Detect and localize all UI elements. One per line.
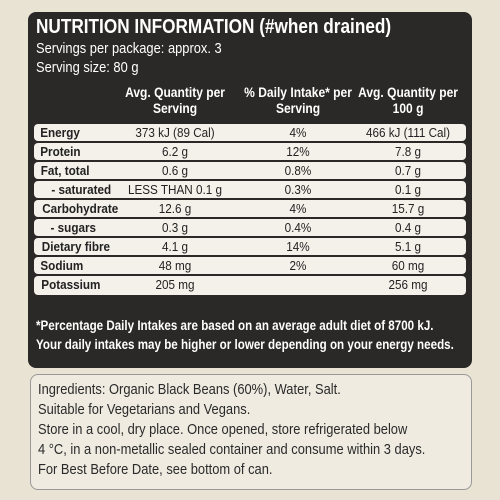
cell-value: 4% [289, 125, 307, 140]
title: NUTRITION INFORMATION (#when drained) [36, 16, 392, 38]
ingredients-line: Suitable for Vegetarians and Vegans. [38, 401, 251, 418]
cell-value: 5.1 g [394, 239, 422, 254]
cell-value: 2% [289, 258, 307, 273]
serving-size: Serving size: 80 g [36, 59, 139, 76]
table-row: - saturated LESS THAN 0.1 g 0.3% 0.1 g [34, 181, 466, 198]
cell-value: 4.1 g [161, 239, 189, 254]
row-label: Protein [40, 144, 81, 159]
table-row: Energy 373 kJ (89 Cal) 4% 466 kJ (111 Cal) [34, 124, 466, 141]
row-label: Fat, total [40, 163, 90, 178]
cell-value: 373 kJ (89 Cal) [135, 125, 215, 140]
row-label: - saturated [51, 182, 112, 197]
table-row: Carbohydrate 12.6 g 4% 15.7 g [34, 200, 466, 217]
ingredients-line: 4 °C, in a non-metallic sealed container… [38, 441, 426, 458]
row-label: Potassium [41, 277, 101, 292]
cell-value: 0.4% [284, 220, 312, 235]
row-label: Dietary fibre [41, 239, 111, 254]
cell-value: 0.3 g [161, 220, 189, 235]
table-row: Potassium 205 mg 256 mg [34, 276, 466, 295]
cell-value: 4% [289, 201, 307, 216]
column-header: Avg. Quantity per 100 g [358, 84, 458, 116]
ingredients-line: Ingredients: Organic Black Beans (60%), … [38, 381, 341, 398]
cell-value: 48 mg [158, 258, 192, 273]
column-header: Avg. Quantity per Serving [125, 84, 225, 116]
footnote: Your daily intakes may be higher or lowe… [36, 337, 454, 352]
cell-value: 60 mg [391, 258, 425, 273]
table-row: Dietary fibre 4.1 g 14% 5.1 g [34, 238, 466, 255]
cell-value: 466 kJ (111 Cal) [365, 125, 451, 140]
ingredients-line: For Best Before Date, see bottom of can. [38, 461, 273, 478]
row-label: Carbohydrate [42, 201, 119, 216]
cell-value: 205 mg [155, 277, 195, 292]
footnote: *Percentage Daily Intakes are based on a… [36, 318, 434, 333]
cell-value: 0.7 g [394, 163, 422, 178]
cell-value: 15.7 g [391, 201, 425, 216]
cell-value: 0.4 g [394, 220, 422, 235]
cell-value: 0.6 g [161, 163, 189, 178]
table-row: - sugars 0.3 g 0.4% 0.4 g [34, 219, 466, 236]
table-row: Protein 6.2 g 12% 7.8 g [34, 143, 466, 160]
column-header: % Daily Intake* per Serving [244, 84, 352, 116]
cell-value: 12.6 g [158, 201, 192, 216]
servings: Servings per package: approx. 3 [36, 40, 222, 57]
table-row: Fat, total 0.6 g 0.8% 0.7 g [34, 162, 466, 179]
cell-value: 256 mg [388, 277, 428, 292]
cell-value: LESS THAN 0.1 g [127, 182, 223, 197]
ingredients-box [30, 374, 472, 490]
cell-value: 0.8% [284, 163, 312, 178]
table-row: Sodium 48 mg 2% 60 mg [34, 257, 466, 274]
cell-value: 7.8 g [394, 144, 422, 159]
cell-value: 12% [286, 144, 310, 159]
row-label: - sugars [50, 220, 97, 235]
ingredients-line: Store in a cool, dry place. Once opened,… [38, 421, 408, 438]
row-label: Energy [40, 125, 80, 140]
cell-value: 14% [286, 239, 310, 254]
row-label: Sodium [40, 258, 84, 273]
cell-value: 0.3% [284, 182, 312, 197]
cell-value: 6.2 g [161, 144, 189, 159]
cell-value: 0.1 g [394, 182, 422, 197]
